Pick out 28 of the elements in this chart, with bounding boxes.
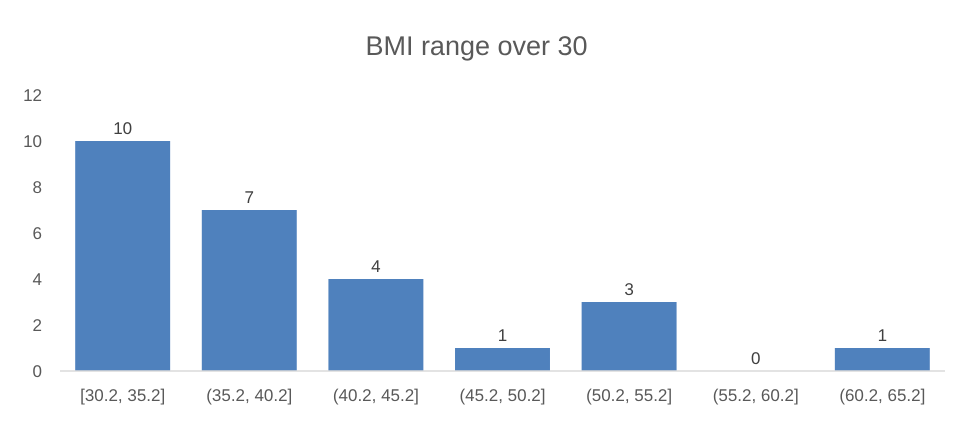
y-tick-label: 12 [23, 86, 42, 105]
bar [202, 210, 297, 371]
x-tick-label: (60.2, 65.2] [839, 386, 926, 405]
bar [582, 302, 677, 371]
y-tick-label: 10 [23, 132, 42, 151]
data-label: 4 [371, 257, 381, 276]
data-label: 1 [878, 326, 888, 345]
y-tick-label: 6 [32, 224, 42, 243]
x-tick-label: (55.2, 60.2] [712, 386, 799, 405]
x-tick-label: [30.2, 35.2] [80, 386, 166, 405]
bar [328, 279, 424, 371]
x-tick-label: (35.2, 40.2] [206, 386, 292, 405]
data-label: 7 [244, 188, 254, 207]
bar [834, 348, 930, 371]
y-tick-label: 4 [32, 270, 42, 289]
bar [455, 348, 550, 371]
chart-title: BMI range over 30 [365, 31, 588, 61]
x-tick-label: (50.2, 55.2] [586, 386, 672, 405]
y-tick-label: 2 [32, 316, 42, 335]
y-tick-label: 0 [32, 362, 42, 381]
data-label: 3 [624, 280, 634, 299]
data-label: 10 [113, 119, 132, 138]
bar [75, 141, 170, 371]
data-label: 0 [750, 349, 760, 368]
y-tick-label: 8 [32, 178, 42, 197]
x-tick-label: (40.2, 45.2] [332, 386, 419, 405]
data-label: 1 [498, 326, 508, 345]
x-tick-label: (45.2, 50.2] [459, 386, 546, 405]
